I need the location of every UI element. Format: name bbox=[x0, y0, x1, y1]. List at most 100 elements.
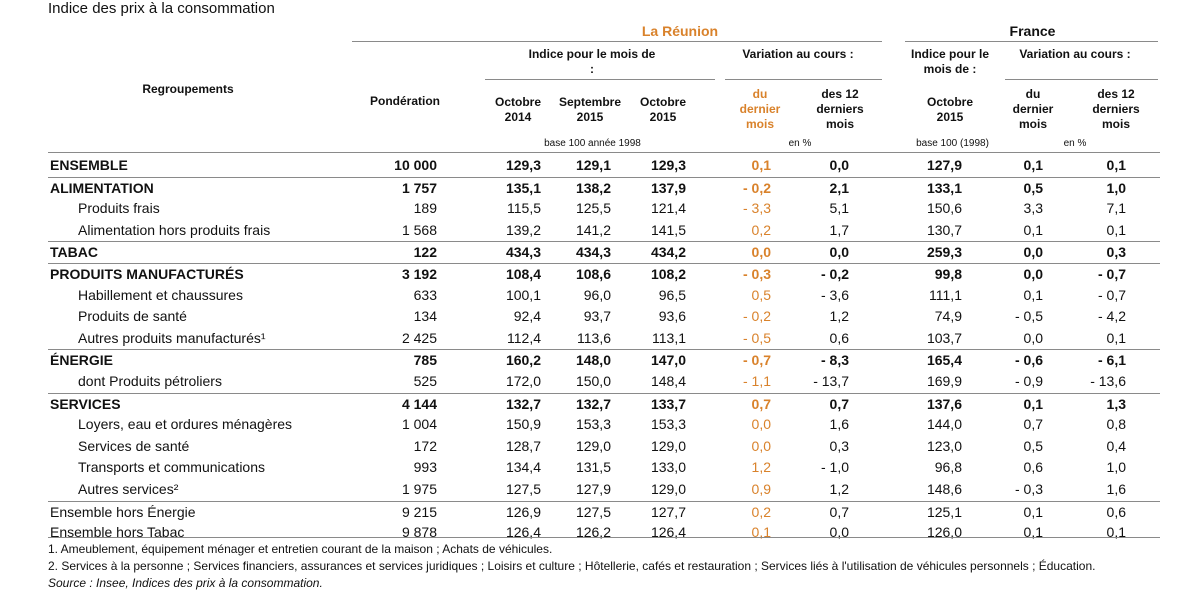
cell-octobre-2014: 126,9 bbox=[505, 503, 541, 520]
cell-variation-12-mois: - 1,0 bbox=[820, 459, 849, 476]
cell-france-variation-mois: 0,1 bbox=[1023, 221, 1043, 238]
row-label: ÉNERGIE bbox=[50, 352, 114, 369]
table-row: Habillement et chaussures 633 100,1 96,0 96,… bbox=[48, 285, 1160, 306]
cell-variation-mois: 1,2 bbox=[751, 459, 771, 476]
ponderation-header: Pondération bbox=[369, 94, 440, 108]
cell-france-octobre-2015: 148,6 bbox=[926, 481, 962, 497]
cell-france-variation-mois: 0,1 bbox=[1023, 395, 1043, 412]
row-label: Services de santé bbox=[78, 437, 190, 454]
cell-france-variation-mois: 0,1 bbox=[1023, 524, 1043, 541]
cell-france-octobre-2015: 133,1 bbox=[926, 179, 962, 196]
cell-france-variation-mois: - 0,3 bbox=[1014, 481, 1043, 497]
cell-ponderation: 172 bbox=[413, 437, 437, 454]
cell-octobre-2014: 150,9 bbox=[505, 416, 541, 433]
cell-octobre-2014: 172,0 bbox=[505, 373, 541, 389]
table-row: Autres produits manufacturés¹ 2 425 112,4 1… bbox=[48, 328, 1160, 349]
cell-france-variation-12-mois: - 6,1 bbox=[1097, 352, 1126, 369]
cell-septembre-2015: 131,5 bbox=[575, 459, 611, 476]
cell-france-variation-mois: - 0,9 bbox=[1014, 373, 1043, 389]
cell-ponderation: 785 bbox=[413, 352, 437, 369]
cell-septembre-2015: 141,2 bbox=[575, 221, 611, 238]
table-row: Alimentation hors produits frais 1 568 139… bbox=[48, 220, 1160, 241]
cell-ponderation: 1 568 bbox=[401, 221, 437, 238]
cell-septembre-2015: 126,2 bbox=[575, 524, 611, 541]
cell-septembre-2015: 113,6 bbox=[577, 329, 611, 346]
cell-variation-12-mois: 1,7 bbox=[829, 221, 849, 238]
cell-variation-mois: 0,2 bbox=[751, 503, 771, 520]
cell-france-variation-mois: 0,6 bbox=[1023, 459, 1043, 476]
cell-france-variation-12-mois: 0,3 bbox=[1106, 244, 1126, 261]
cell-france-variation-mois: 0,0 bbox=[1023, 266, 1043, 282]
row-label: dont Produits pétroliers bbox=[78, 373, 222, 389]
row-label: PRODUITS MANUFACTURÉS bbox=[50, 266, 244, 282]
cell-france-octobre-2015: 137,6 bbox=[926, 395, 962, 412]
cell-france-variation-12-mois: 1,0 bbox=[1106, 459, 1126, 476]
row-label: ENSEMBLE bbox=[50, 157, 128, 173]
cell-variation-12-mois: - 13,7 bbox=[813, 373, 849, 389]
cell-france-octobre-2015: 150,6 bbox=[926, 200, 962, 217]
table-row: Autres services² 1 975 127,5 127,9 129,0 0,9 1… bbox=[48, 479, 1160, 500]
base-france-note: base 100 (1998) bbox=[916, 138, 989, 149]
row-label: Ensemble hors Énergie bbox=[50, 503, 196, 520]
cell-variation-mois: - 1,1 bbox=[742, 373, 771, 389]
cell-france-octobre-2015: 126,0 bbox=[926, 524, 962, 541]
row-label: Habillement et chaussures bbox=[78, 286, 243, 303]
cell-france-variation-12-mois: - 13,6 bbox=[1090, 373, 1126, 389]
col-france-octobre-2015: Octobre 2015 bbox=[926, 95, 973, 124]
row-label: Alimentation hors produits frais bbox=[78, 221, 271, 238]
cell-septembre-2015: 434,3 bbox=[575, 244, 611, 261]
cell-france-variation-12-mois: 0,8 bbox=[1106, 416, 1126, 433]
rule-variation-reunion bbox=[725, 79, 882, 80]
cell-france-octobre-2015: 111,1 bbox=[929, 286, 962, 303]
cell-france-octobre-2015: 103,7 bbox=[926, 329, 962, 346]
cell-octobre-2014: 115,5 bbox=[507, 200, 541, 217]
cell-octobre-2015: 137,9 bbox=[650, 179, 686, 196]
cell-variation-12-mois: 0,6 bbox=[829, 329, 849, 346]
cell-variation-12-mois: 0,0 bbox=[829, 524, 849, 541]
col-france-dernier-mois: du dernier mois bbox=[1012, 87, 1054, 131]
rule-variation-france bbox=[1005, 79, 1158, 80]
cell-septembre-2015: 93,7 bbox=[583, 308, 611, 325]
cell-ponderation: 2 425 bbox=[401, 329, 437, 346]
cell-france-variation-12-mois: 1,6 bbox=[1106, 481, 1126, 497]
reunion-header: La Réunion bbox=[641, 23, 719, 39]
cell-octobre-2015: 127,7 bbox=[650, 503, 686, 520]
cell-octobre-2015: 121,4 bbox=[650, 200, 686, 217]
cell-octobre-2014: 132,7 bbox=[505, 395, 541, 412]
cell-variation-12-mois: - 8,3 bbox=[820, 352, 849, 369]
cell-variation-12-mois: 5,1 bbox=[829, 200, 849, 217]
cell-ponderation: 1 004 bbox=[401, 416, 437, 433]
cell-variation-mois: - 0,5 bbox=[742, 329, 771, 346]
cell-variation-12-mois: 1,2 bbox=[829, 308, 849, 325]
cell-ponderation: 1 757 bbox=[401, 179, 437, 196]
cell-octobre-2015: 129,0 bbox=[650, 481, 686, 497]
cell-variation-mois: - 0,7 bbox=[742, 352, 771, 369]
cell-variation-mois: - 0,2 bbox=[742, 179, 771, 196]
cell-variation-mois: 0,0 bbox=[751, 437, 771, 454]
cell-france-variation-mois: 0,5 bbox=[1023, 437, 1043, 454]
cell-variation-12-mois: 0,3 bbox=[829, 437, 849, 454]
cell-octobre-2015: 133,0 bbox=[650, 459, 686, 476]
cell-france-variation-mois: 0,1 bbox=[1023, 286, 1043, 303]
cell-variation-12-mois: - 0,2 bbox=[820, 266, 849, 282]
cell-septembre-2015: 138,2 bbox=[575, 179, 611, 196]
cell-ponderation: 189 bbox=[413, 200, 437, 217]
col-septembre-2015: Septembre 2015 bbox=[558, 95, 622, 124]
col-france-12-mois: des 12 derniers mois bbox=[1092, 87, 1140, 131]
cell-ponderation: 9 215 bbox=[401, 503, 437, 520]
cell-variation-12-mois: 0,0 bbox=[829, 157, 849, 173]
row-label: Produits de santé bbox=[78, 308, 187, 325]
table-row: ÉNERGIE 785 160,2 148,0 147,0 - 0,7 - 8,3 165,4… bbox=[48, 349, 1160, 371]
cell-septembre-2015: 127,5 bbox=[575, 503, 611, 520]
cell-france-octobre-2015: 144,0 bbox=[926, 416, 962, 433]
cell-france-variation-mois: 0,1 bbox=[1023, 503, 1043, 520]
cell-france-variation-mois: 3,3 bbox=[1023, 200, 1043, 217]
cell-septembre-2015: 129,0 bbox=[575, 437, 611, 454]
cell-septembre-2015: 132,7 bbox=[575, 395, 611, 412]
table-row: ALIMENTATION 1 757 135,1 138,2 137,9 - 0,2 2,1… bbox=[48, 176, 1160, 199]
cell-france-variation-mois: 0,5 bbox=[1023, 179, 1043, 196]
source-note: Source : Insee, Indices des prix à la co… bbox=[48, 576, 323, 590]
cell-variation-12-mois: 0,0 bbox=[829, 244, 849, 261]
cell-octobre-2015: 434,2 bbox=[650, 244, 686, 261]
cell-france-octobre-2015: 169,9 bbox=[926, 373, 962, 389]
